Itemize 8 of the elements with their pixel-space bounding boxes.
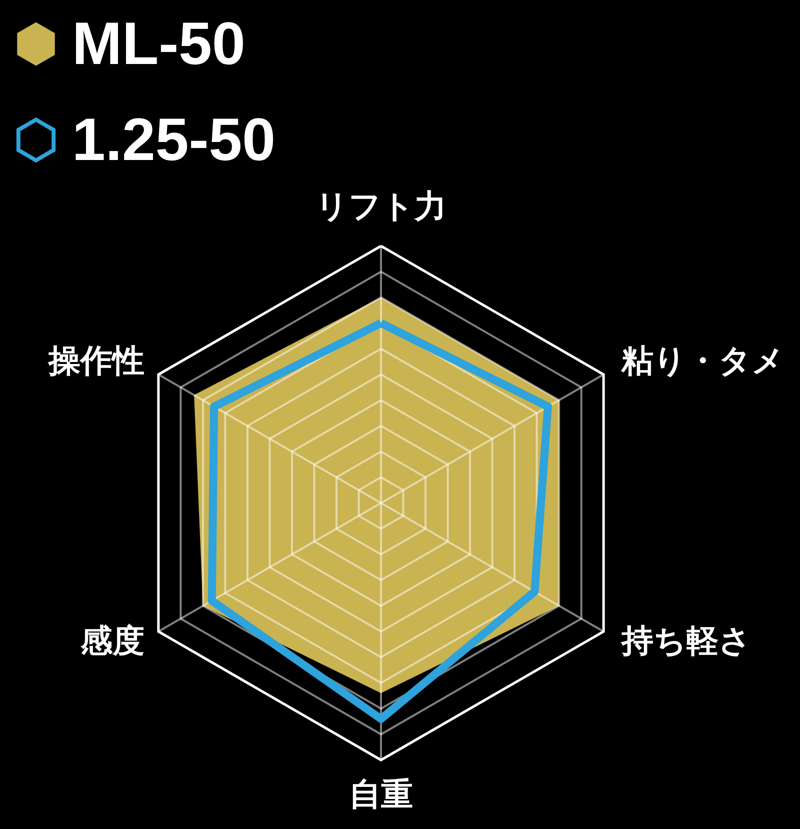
legend-label: 1.25-50 bbox=[72, 106, 276, 173]
spoke-label: リフト力 bbox=[316, 187, 446, 225]
spoke-label: 自重 bbox=[349, 775, 413, 813]
legend-label: ML-50 bbox=[72, 10, 246, 77]
spoke-label: 操作性 bbox=[47, 342, 144, 380]
spoke-label: 粘り・タメ bbox=[620, 342, 785, 380]
spoke-label: 持ち軽さ bbox=[620, 622, 752, 660]
spoke-label: 感度 bbox=[79, 622, 144, 660]
